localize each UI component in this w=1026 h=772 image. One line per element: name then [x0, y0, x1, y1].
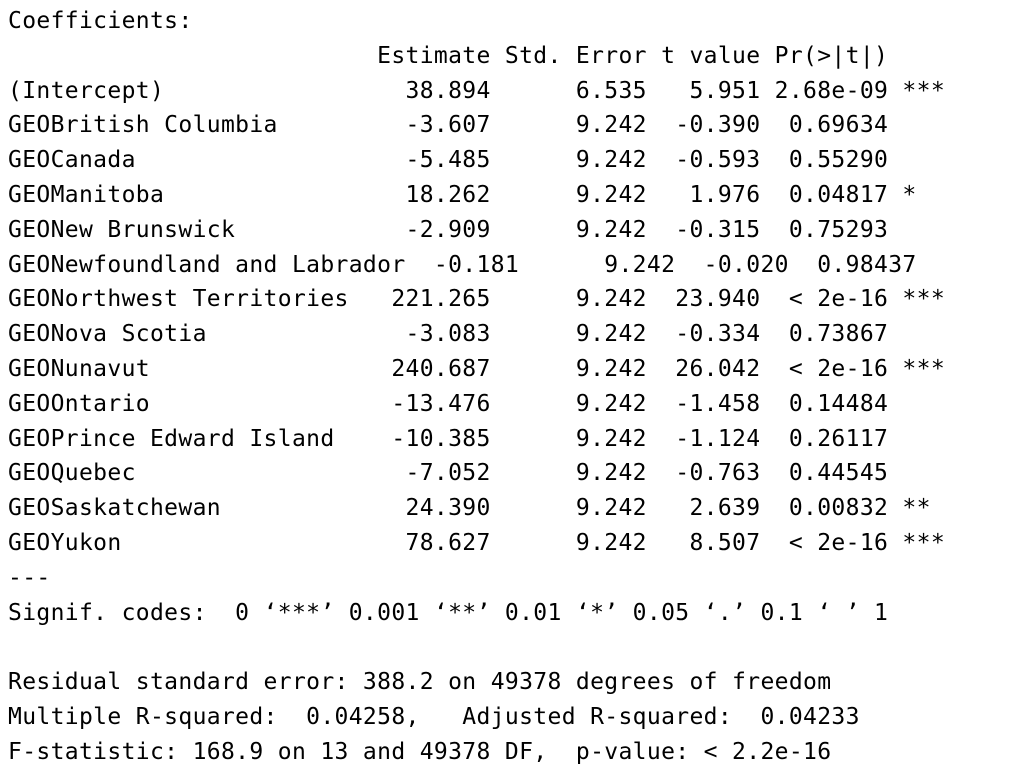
coef-row-ontario: GEOOntario -13.476 9.242 -1.458 0.14484: [8, 390, 946, 417]
separator: ---: [8, 564, 51, 591]
coef-row-saskatchewan: GEOSaskatchewan 24.390 9.242 2.639 0.008…: [8, 495, 946, 522]
coef-row-manitoba: GEOManitoba 18.262 9.242 1.976 0.04817 *: [8, 181, 946, 208]
coef-row-newfoundland: GEONewfoundland and Labrador -0.181 9.24…: [8, 251, 974, 278]
coef-row-northwest-territories: GEONorthwest Territories 221.265 9.242 2…: [8, 286, 946, 313]
coef-row-quebec: GEOQuebec -7.052 9.242 -0.763 0.44545: [8, 460, 946, 487]
coef-row-british-columbia: GEOBritish Columbia -3.607 9.242 -0.390 …: [8, 112, 946, 139]
residual-standard-error: Residual standard error: 388.2 on 49378 …: [8, 669, 832, 696]
coef-row-yukon: GEOYukon 78.627 9.242 8.507 < 2e-16 ***: [8, 529, 946, 556]
coef-row-nunavut: GEONunavut 240.687 9.242 26.042 < 2e-16 …: [8, 355, 946, 382]
coef-row-new-brunswick: GEONew Brunswick -2.909 9.242 -0.315 0.7…: [8, 216, 946, 243]
coef-row-intercept: (Intercept) 38.894 6.535 5.951 2.68e-09 …: [8, 77, 946, 104]
r-squared: Multiple R-squared: 0.04258, Adjusted R-…: [8, 703, 875, 730]
coef-row-canada: GEOCanada -5.485 9.242 -0.593 0.55290: [8, 147, 946, 174]
blank-line: [8, 630, 1026, 665]
coef-row-nova-scotia: GEONova Scotia -3.083 9.242 -0.334 0.738…: [8, 321, 946, 348]
signif-codes: Signif. codes: 0 ‘***’ 0.001 ‘**’ 0.01 ‘…: [8, 599, 889, 626]
column-headers: Estimate Std. Error t value Pr(>|t|): [8, 42, 946, 69]
coef-row-pei: GEOPrince Edward Island -10.385 9.242 -1…: [8, 425, 946, 452]
coefficients-header: Coefficients:: [8, 8, 193, 34]
f-statistic: F-statistic: 168.9 on 13 and 49378 DF, p…: [8, 738, 832, 765]
